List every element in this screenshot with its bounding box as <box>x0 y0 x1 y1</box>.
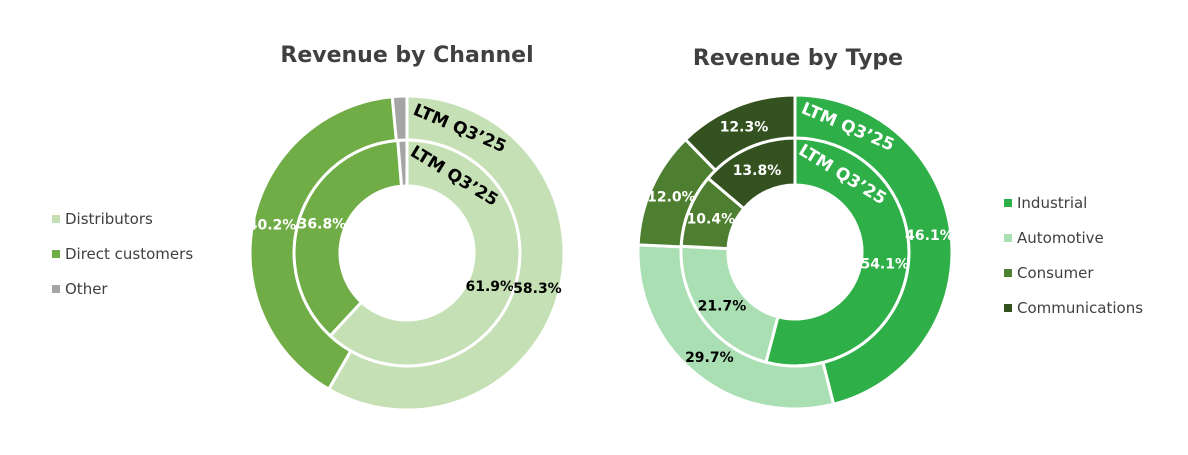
chart-title-channel: Revenue by Channel <box>280 43 533 68</box>
legend-swatch-industrial <box>1004 199 1012 207</box>
legend-channel: Distributors Direct customers Other <box>52 210 193 298</box>
legend-label-communications: Communications <box>1017 299 1143 317</box>
donut-chart-type: 54.1%21.7%10.4%13.8% LTM Q3’2546.1%29.7%1… <box>636 93 954 411</box>
slice-outer-automotive <box>636 243 836 411</box>
data-label-outer-direct-customers: 40.2% <box>248 217 297 233</box>
slice-outer-industrial <box>793 93 954 407</box>
legend-type: Industrial Automotive Consumer Communicatio… <box>1004 194 1143 317</box>
legend-swatch-distributors <box>52 215 60 223</box>
legend-label-industrial: Industrial <box>1017 194 1087 212</box>
data-label-inner-industrial: 54.1% <box>860 257 909 273</box>
data-label-inner-direct-customers: 36.8% <box>298 217 347 233</box>
legend-swatch-automotive <box>1004 234 1012 242</box>
slice-outer-distributors <box>326 94 566 412</box>
data-label-inner-consumer: 10.4% <box>687 212 736 228</box>
legend-label-distributors: Distributors <box>65 210 153 228</box>
data-label-outer-distributors: 58.3% <box>513 281 562 297</box>
data-label-outer-automotive: 29.7% <box>685 350 734 366</box>
slice-outer-communications <box>683 93 797 173</box>
slice-outer-direct-customers <box>248 95 399 392</box>
chart-title-type: Revenue by Type <box>693 46 903 71</box>
legend-swatch-direct-customers <box>52 250 60 258</box>
data-label-outer-communications: 12.3% <box>720 119 769 135</box>
slice-outer-other <box>390 94 409 143</box>
legend-swatch-communications <box>1004 304 1012 312</box>
data-label-inner-automotive: 21.7% <box>698 298 747 314</box>
legend-swatch-consumer <box>1004 269 1012 277</box>
data-label-outer-consumer: 12.0% <box>647 189 696 205</box>
legend-swatch-other <box>52 285 60 293</box>
data-label-inner-communications: 13.8% <box>733 163 782 179</box>
legend-label-automotive: Automotive <box>1017 229 1104 247</box>
data-label-outer-industrial: 46.1% <box>905 228 954 244</box>
legend-label-consumer: Consumer <box>1017 264 1094 282</box>
legend-label-other: Other <box>65 280 108 298</box>
legend-label-direct-customers: Direct customers <box>65 245 193 263</box>
data-label-inner-distributors: 61.9% <box>465 279 514 295</box>
